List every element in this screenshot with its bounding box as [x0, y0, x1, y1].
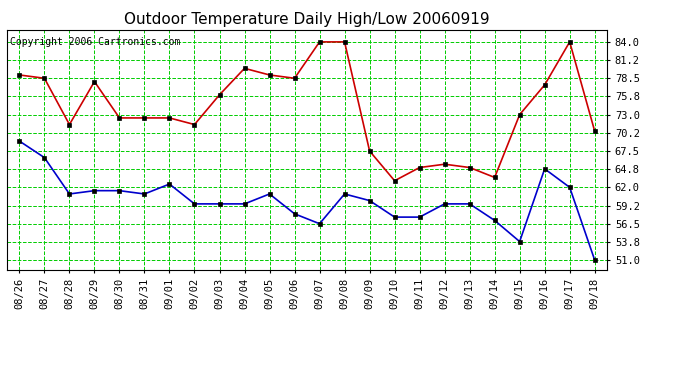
- Text: Copyright 2006 Cartronics.com: Copyright 2006 Cartronics.com: [10, 37, 180, 47]
- Title: Outdoor Temperature Daily High/Low 20060919: Outdoor Temperature Daily High/Low 20060…: [124, 12, 490, 27]
